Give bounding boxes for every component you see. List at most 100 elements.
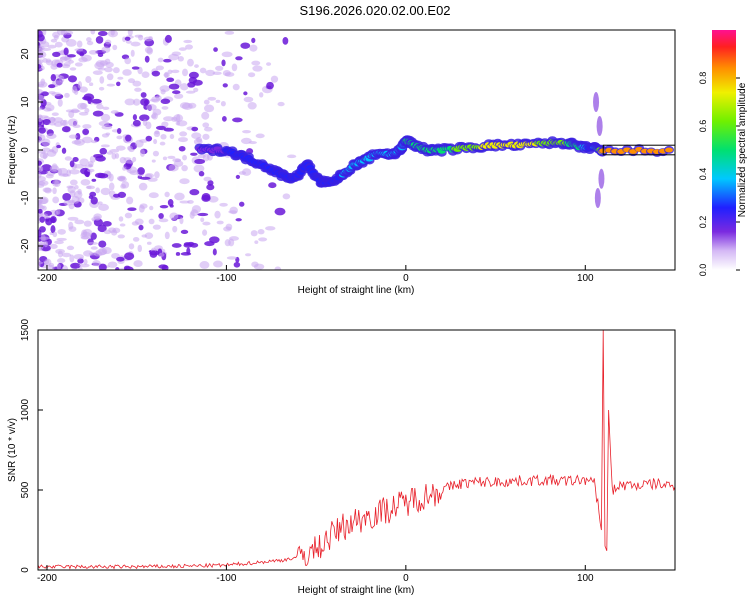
noise-blob: [183, 40, 192, 43]
noise-blob: [160, 142, 166, 146]
noise-blob: [275, 267, 281, 272]
noise-blob: [193, 80, 203, 86]
noise-blob: [204, 104, 214, 112]
noise-blob: [40, 78, 45, 85]
noise-blob: [202, 222, 210, 226]
noise-blob: [180, 83, 188, 90]
noise-blob: [133, 260, 142, 267]
noise-blob: [139, 205, 145, 213]
noise-blob: [50, 165, 60, 172]
noise-blob: [283, 193, 291, 199]
noise-blob: [258, 237, 267, 241]
noise-blob: [50, 244, 58, 249]
noise-blob: [225, 31, 235, 35]
noise-blob: [172, 90, 180, 94]
figure-title: S196.2026.020.02.00.E02: [299, 3, 450, 18]
noise-blob: [200, 217, 204, 222]
noise-blob: [200, 261, 210, 269]
noise-blob: [138, 225, 143, 231]
noise-blob: [63, 200, 74, 206]
noise-blob: [206, 184, 214, 190]
noise-blob: [165, 232, 170, 240]
noise-blob: [145, 232, 153, 239]
colorbar-tick-label: 0.0: [698, 264, 708, 277]
noise-blob: [64, 93, 70, 98]
noise-blob: [50, 117, 55, 123]
noise-blob: [79, 52, 84, 56]
noise-blob: [46, 133, 56, 139]
noise-blob: [68, 75, 77, 82]
noise-blob: [109, 174, 114, 182]
noise-blob: [251, 38, 255, 43]
noise-blob: [251, 230, 258, 236]
noise-blob: [191, 132, 201, 139]
noise-blob: [187, 242, 194, 246]
noise-blob: [232, 118, 243, 123]
noise-blob: [181, 252, 192, 256]
noise-blob: [139, 183, 148, 191]
noise-blob: [84, 220, 92, 226]
noise-blob: [57, 63, 63, 68]
noise-blob: [143, 37, 153, 42]
noise-blob: [168, 54, 179, 60]
noise-blob: [99, 148, 107, 155]
noise-blob: [46, 174, 54, 178]
noise-blob: [287, 155, 296, 159]
noise-blob: [67, 186, 75, 194]
noise-blob: [179, 217, 183, 224]
noise-blob: [232, 64, 238, 72]
noise-blob: [282, 37, 288, 45]
noise-blob: [190, 153, 197, 156]
noise-blob: [117, 77, 123, 80]
noise-blob: [70, 263, 80, 269]
noise-blob: [82, 129, 89, 135]
noise-blob: [140, 98, 150, 106]
noise-blob: [51, 39, 57, 43]
noise-blob: [204, 100, 210, 105]
noise-blob: [95, 187, 100, 193]
spike-blob: [595, 188, 601, 208]
noise-blob: [254, 240, 258, 244]
colorbar-gradient: [712, 30, 736, 270]
noise-blob: [98, 240, 106, 247]
noise-blob: [202, 229, 207, 235]
noise-blob: [79, 112, 88, 116]
noise-blob: [189, 72, 199, 79]
noise-blob: [248, 72, 255, 77]
noise-blob: [52, 52, 60, 57]
noise-blob: [69, 135, 78, 139]
spectrogram-x-ticks: -200-1000100: [37, 265, 594, 284]
noise-blob: [51, 74, 56, 81]
spike-blob: [597, 116, 603, 136]
spike-blob: [593, 92, 599, 112]
noise-blob: [145, 47, 153, 54]
noise-blob: [240, 42, 250, 48]
noise-blob: [111, 230, 117, 236]
noise-blob: [152, 71, 160, 77]
noise-blob: [122, 166, 126, 170]
noise-blob: [67, 54, 76, 57]
noise-blob: [131, 50, 135, 57]
noise-blob: [36, 45, 45, 50]
noise-blob: [104, 230, 112, 234]
noise-blob: [113, 194, 120, 198]
noise-blob: [162, 106, 169, 110]
noise-blob: [58, 99, 63, 107]
noise-blob: [74, 89, 78, 95]
noise-blob: [48, 84, 55, 88]
noise-blob: [222, 116, 227, 122]
noise-blob: [116, 82, 120, 87]
y-tick-label: 1500: [20, 318, 31, 341]
noise-blob: [125, 135, 131, 142]
y-tick-label: 1000: [20, 398, 31, 421]
noise-blob: [62, 253, 71, 257]
colorbar-tick-label: 0.4: [698, 168, 708, 181]
noise-blob: [217, 221, 224, 225]
noise-blob: [154, 131, 160, 137]
noise-blob: [128, 28, 133, 36]
noise-blob: [149, 219, 155, 225]
noise-blob: [43, 187, 52, 192]
noise-blob: [235, 218, 241, 221]
noise-blob: [38, 127, 45, 133]
noise-blob: [96, 104, 103, 109]
